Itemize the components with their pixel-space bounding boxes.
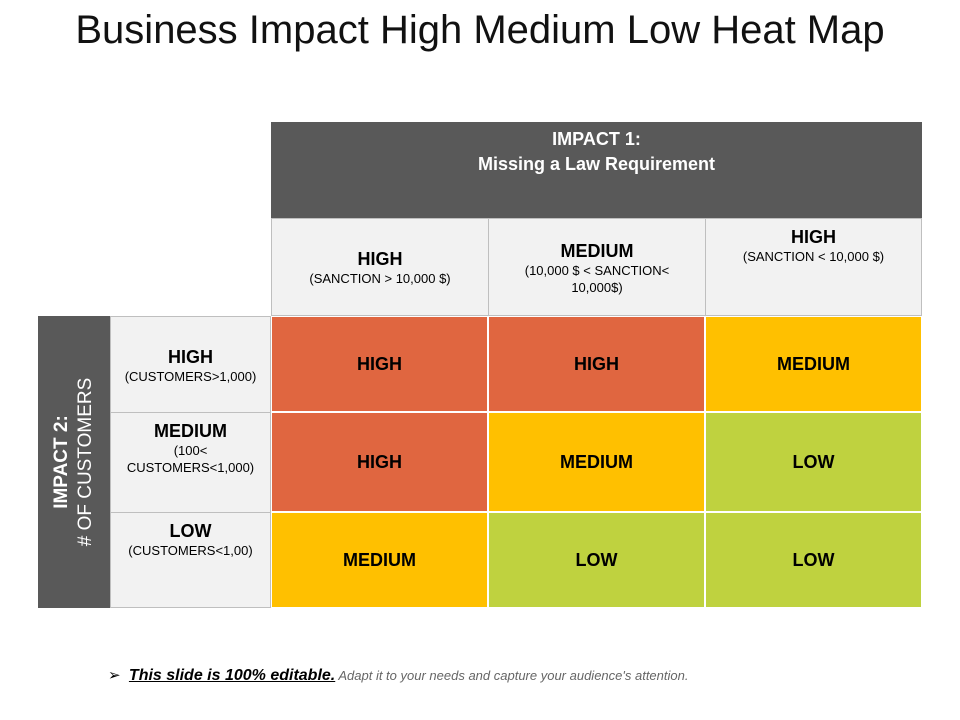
heat-cell: HIGH <box>271 412 488 512</box>
column-desc: (SANCTION < 10,000 $) <box>742 249 885 264</box>
column-level: HIGH <box>357 249 403 269</box>
impact2-desc: # OF CUSTOMERS <box>75 377 96 547</box>
row-desc: (CUSTOMERS<1,00) <box>128 543 253 558</box>
heat-cell: LOW <box>488 512 705 608</box>
row-desc: (100< CUSTOMERS<1,000) <box>126 443 255 475</box>
impact1-label: IMPACT 1: <box>552 129 641 149</box>
row-header-3: LOW (CUSTOMERS<1,00) <box>110 512 271 608</box>
heat-cell: MEDIUM <box>488 412 705 512</box>
column-header-2: MEDIUM (10,000 $ < SANCTION< 10,000$) <box>488 218 706 316</box>
row-level: MEDIUM <box>154 421 227 441</box>
impact2-header: IMPACT 2: # OF CUSTOMERS <box>38 316 110 608</box>
heat-cell: MEDIUM <box>271 512 488 608</box>
row-level: HIGH <box>168 347 213 367</box>
column-header-3: HIGH (SANCTION < 10,000 $) <box>705 218 922 316</box>
heat-cell: LOW <box>705 412 922 512</box>
footer-note: ➢ This slide is 100% editable. Adapt it … <box>108 666 688 685</box>
heat-cell: HIGH <box>271 316 488 412</box>
column-level: MEDIUM <box>560 241 634 261</box>
impact1-desc: Missing a Law Requirement <box>477 154 716 174</box>
footer-text: Adapt it to your needs and capture your … <box>335 668 689 683</box>
row-level: LOW <box>169 521 212 541</box>
page-title: Business Impact High Medium Low Heat Map <box>75 8 885 52</box>
row-header-2: MEDIUM (100< CUSTOMERS<1,000) <box>110 412 271 513</box>
column-desc: (SANCTION > 10,000 $) <box>309 271 451 286</box>
heat-cell: MEDIUM <box>705 316 922 412</box>
row-header-1: HIGH (CUSTOMERS>1,000) <box>110 316 271 413</box>
column-level: HIGH <box>791 227 836 247</box>
heat-cell: LOW <box>705 512 922 608</box>
impact2-label: IMPACT 2: <box>51 415 72 509</box>
column-desc: (10,000 $ < SANCTION< 10,000$) <box>524 263 670 295</box>
column-header-1: HIGH (SANCTION > 10,000 $) <box>271 218 489 316</box>
row-desc: (CUSTOMERS>1,000) <box>124 369 257 384</box>
bullet-arrow-icon: ➢ <box>108 667 121 684</box>
footer-bold: This slide is 100% editable. <box>128 667 336 684</box>
heat-cell: HIGH <box>488 316 705 412</box>
impact1-header: IMPACT 1: Missing a Law Requirement <box>271 122 922 218</box>
